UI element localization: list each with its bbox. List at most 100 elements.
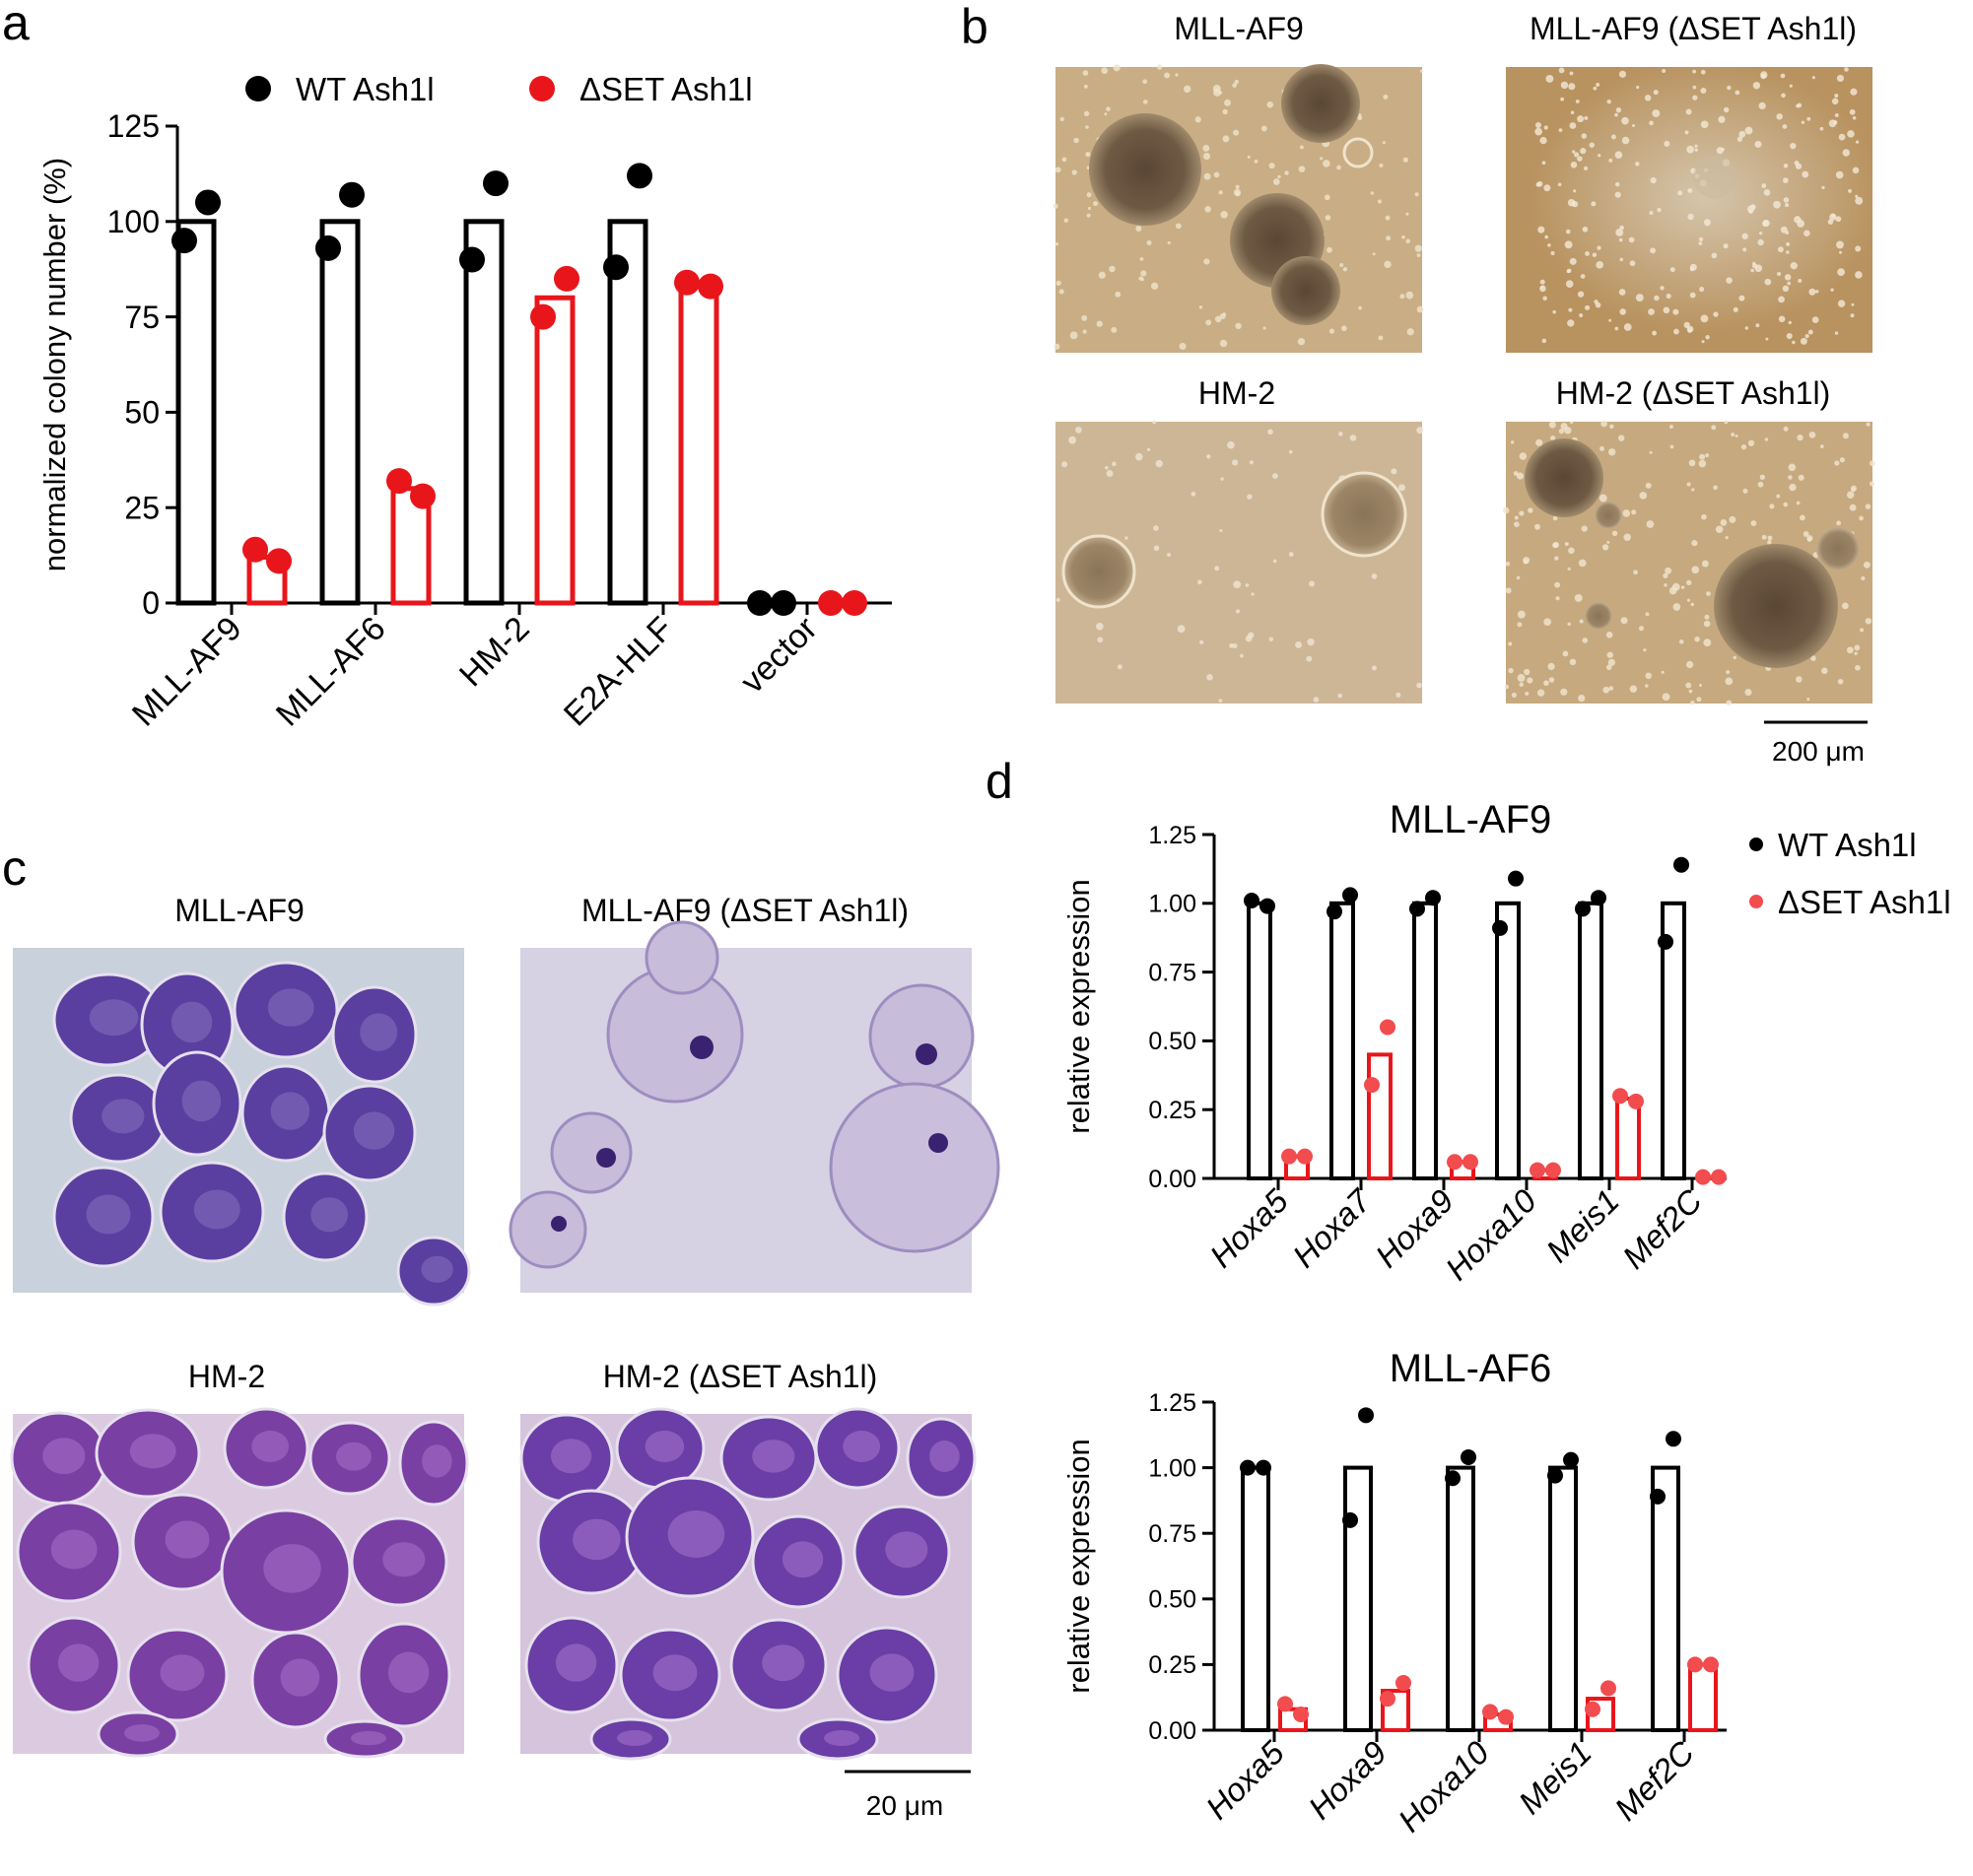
- cell-image-mll-af9-dset: [509, 920, 1000, 1293]
- cell-speck: [1735, 90, 1740, 96]
- bar: [390, 486, 432, 606]
- cell-speck: [1801, 120, 1805, 124]
- cell-speck: [1552, 541, 1560, 549]
- cell-speck: [1206, 454, 1211, 459]
- cell-speck: [1203, 172, 1211, 180]
- cell-speck: [1075, 427, 1082, 434]
- y-tick-label: 75: [124, 300, 160, 335]
- cell-speck: [1776, 113, 1783, 120]
- cell-speck: [1581, 525, 1588, 532]
- cell-speck: [1657, 207, 1662, 213]
- cell-speck: [1254, 159, 1259, 164]
- cell-speck: [1517, 674, 1526, 683]
- cell-speck: [1229, 642, 1234, 648]
- cell-speck: [1761, 183, 1767, 188]
- cell-speck: [1251, 592, 1255, 596]
- bar: [1661, 901, 1686, 1180]
- cell-speck: [1863, 561, 1871, 569]
- cell-speck: [1614, 181, 1620, 187]
- cell-speck: [1819, 444, 1824, 449]
- cell-speck: [1777, 271, 1782, 277]
- cell-speck: [1539, 136, 1547, 145]
- cell-speck: [1680, 585, 1685, 589]
- cell-speck: [1405, 212, 1409, 216]
- cell-speck: [1309, 580, 1316, 587]
- cell-nucleus: [353, 1111, 395, 1150]
- cell-speck: [1508, 667, 1514, 674]
- cell-nucleus: [929, 1440, 960, 1472]
- cell-speck: [1754, 140, 1762, 148]
- data-point: [1409, 901, 1425, 917]
- cell-speck: [1694, 148, 1698, 152]
- cell-speck: [1059, 116, 1064, 122]
- data-point: [1445, 1470, 1461, 1487]
- cell-speck: [1807, 329, 1813, 335]
- cell-speck: [1611, 530, 1618, 537]
- cell-speck: [1699, 453, 1706, 460]
- cell-speck: [1605, 664, 1612, 671]
- y-tick-label: 50: [124, 395, 160, 431]
- y-tick-label: 1.00: [1148, 1454, 1196, 1482]
- cell-speck: [1761, 534, 1767, 540]
- cell-speck: [1665, 567, 1672, 574]
- cell-speck: [1609, 424, 1614, 430]
- legend-marker: [529, 76, 555, 101]
- cell-speck: [1232, 129, 1240, 136]
- cell-speck: [1645, 482, 1652, 489]
- cell-speck: [1405, 238, 1411, 244]
- cell-speck: [1855, 196, 1864, 205]
- cell-speck: [1672, 603, 1681, 611]
- cell-speck: [1101, 67, 1109, 75]
- cell-speck: [1831, 98, 1839, 105]
- cell-speck: [1568, 307, 1573, 312]
- cell-speck: [1342, 267, 1348, 272]
- cell-speck: [1764, 278, 1772, 286]
- scale-label-c: 20 μm: [866, 1790, 943, 1821]
- cell-speck: [1726, 277, 1733, 284]
- cell-speck: [1284, 170, 1289, 175]
- cell-speck: [1068, 436, 1076, 444]
- colony-image-mll-af9: [1053, 64, 1424, 353]
- cell-speck: [1592, 252, 1598, 257]
- y-tick-label: 125: [107, 108, 160, 144]
- cell-speck: [1395, 692, 1401, 698]
- cell-speck: [1384, 260, 1392, 269]
- bar: [1381, 1689, 1410, 1733]
- cell-speck: [1788, 475, 1793, 480]
- cell-image-mll-af9: [13, 948, 471, 1306]
- cell-speck: [1262, 326, 1266, 330]
- y-tick-label: 0.50: [1148, 1586, 1196, 1614]
- cell-speck: [1778, 315, 1786, 323]
- cell-nucleus: [251, 1431, 290, 1462]
- cell-speck: [1687, 187, 1693, 193]
- cell-speck: [1339, 262, 1344, 267]
- y-axis-label: relative expression: [1061, 879, 1096, 1133]
- cell-speck: [1096, 320, 1103, 327]
- y-tick-label: 0.50: [1148, 1028, 1196, 1055]
- cell-speck: [1398, 484, 1406, 492]
- cell-speck: [1686, 579, 1692, 586]
- cell-speck: [1778, 296, 1785, 303]
- cell-speck: [1742, 247, 1747, 252]
- x-tick-label: Hoxa5: [1198, 1733, 1291, 1826]
- cell-speck: [1379, 163, 1384, 168]
- cell-speck: [1827, 219, 1834, 225]
- cell-speck: [1086, 213, 1091, 218]
- cell-speck: [1166, 552, 1172, 558]
- cell-speck: [1692, 69, 1697, 74]
- cell-speck: [1081, 314, 1088, 321]
- x-tick-label: Mef2C: [1607, 1733, 1702, 1828]
- cell-speck: [1324, 194, 1330, 201]
- bar: [1343, 1465, 1373, 1732]
- cell-image-hm2: [10, 1407, 469, 1759]
- cell-speck: [1320, 157, 1324, 161]
- cell-speck: [1104, 112, 1108, 116]
- cell-speck: [1698, 459, 1707, 468]
- cell-speck: [1054, 343, 1060, 350]
- expression-chart-mll-af6: 0.00 0.25 0.50 0.75 1.00 1.25 relative express…: [1061, 1347, 1727, 1839]
- cell-speck: [1260, 125, 1267, 132]
- cell-speck: [1543, 184, 1551, 192]
- cell-nucleus: [382, 1542, 426, 1577]
- x-tick-label: E2A-HLF: [557, 610, 681, 734]
- cell-speck: [1767, 535, 1773, 541]
